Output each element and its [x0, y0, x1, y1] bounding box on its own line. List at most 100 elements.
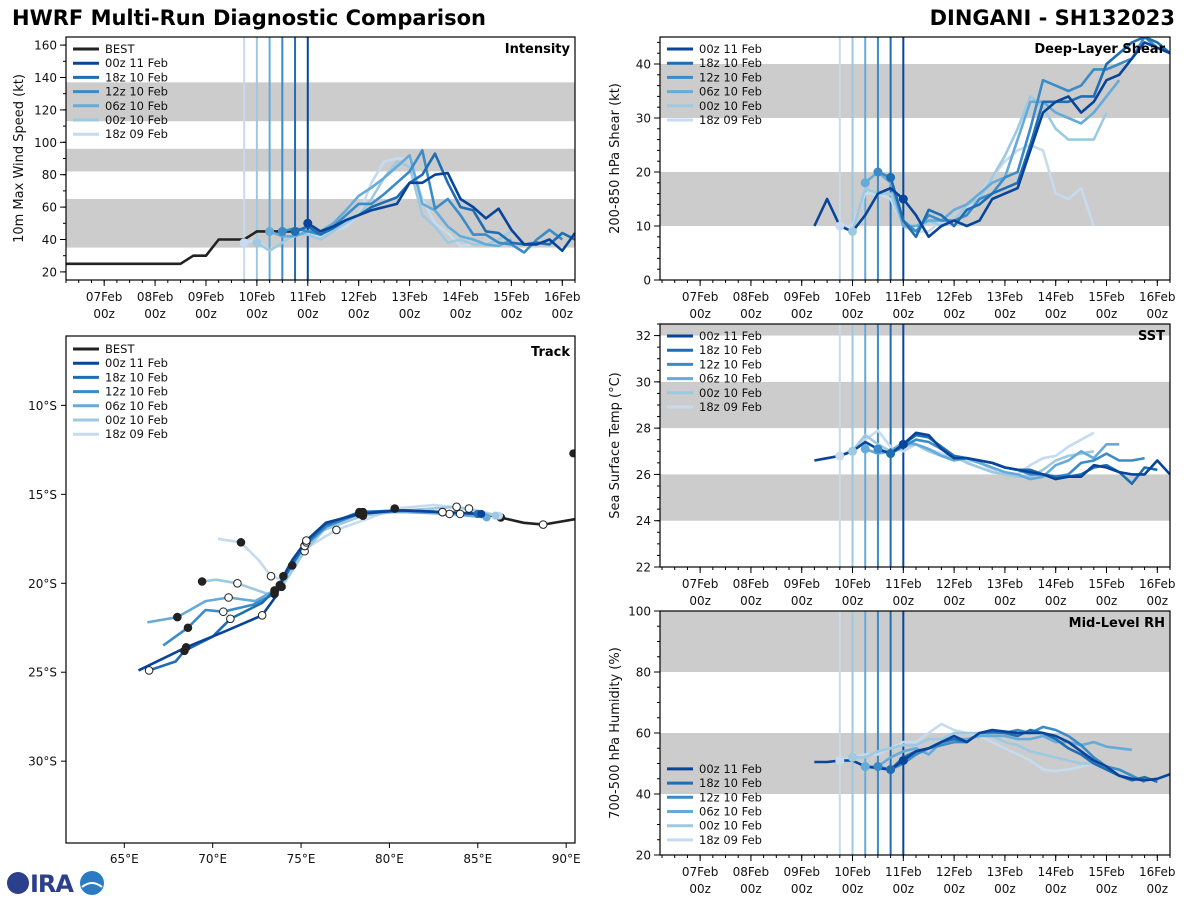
x-tick-label: 15Feb 00z: [1088, 290, 1125, 321]
y-tick-label: 20: [42, 265, 57, 279]
init-marker: [848, 446, 858, 456]
legend-label: 12z 10 Feb: [699, 70, 762, 84]
axes-frame: [659, 36, 1171, 281]
plot-area: [137, 449, 575, 675]
x-tick-label: 07Feb 00z: [682, 865, 719, 896]
init-marker: [835, 221, 845, 231]
track-position-marker: [233, 578, 242, 588]
intensity-panel: 20 40 60 80 100 120 140 160 07Feb 00z 08Feb 00z 09Fe…: [12, 36, 581, 321]
x-tick-label: 14Feb 00z: [1037, 577, 1074, 608]
track-position-marker: [218, 607, 228, 617]
x-tick-label: 12Feb 00z: [936, 577, 973, 608]
init-marker: [277, 226, 287, 236]
threshold-band: [660, 172, 1170, 226]
track-position-marker: [455, 509, 465, 519]
legend-label: 18z 09 Feb: [699, 113, 762, 127]
x-tick-label: 14Feb 00z: [1037, 865, 1074, 896]
legend-label: BEST: [105, 342, 135, 356]
x-tick-label: 07Feb 00z: [86, 290, 123, 321]
cira-logo: IRA: [7, 870, 104, 897]
panel-title: Deep-Layer Shear: [1034, 42, 1165, 57]
panel-title: Intensity: [505, 42, 571, 57]
legend-label: 18z 09 Feb: [699, 400, 762, 414]
x-tick-label: 70°E: [198, 852, 227, 866]
x-tick-label: 09Feb 00z: [783, 865, 820, 896]
track-position-marker: [257, 610, 267, 620]
y-tick-label: 32: [636, 329, 651, 343]
x-tick-label: 11Feb 00z: [290, 290, 327, 321]
y-tick-label: 20: [636, 166, 651, 180]
init-marker: [886, 172, 896, 182]
axes-frame: [65, 335, 576, 844]
svg-text:IRA: IRA: [30, 870, 74, 897]
init-marker: [886, 449, 896, 459]
threshold-band: [660, 474, 1170, 521]
legend-label: 06z 10 Feb: [105, 399, 168, 413]
y-axis-label: 700-500 hPa Humidity (%): [608, 647, 623, 819]
x-tick-label: 10Feb 00z: [834, 865, 871, 896]
y-tick-label: 22: [636, 561, 651, 575]
legend-label: 06z 10 Feb: [699, 372, 762, 386]
legend-label: 06z 10 Feb: [699, 85, 762, 99]
x-tick-label: 08Feb 00z: [137, 290, 174, 321]
track-position-marker: [452, 502, 461, 512]
track-position-marker: [538, 520, 548, 529]
x-tick-label: 13Feb 00z: [987, 290, 1024, 321]
track-position-marker: [464, 504, 474, 513]
x-tick-label: 75°E: [287, 852, 316, 866]
x-tick-label: 16Feb 00z: [1139, 577, 1176, 608]
x-tick-label: 09Feb 00z: [783, 577, 820, 608]
y-tick-label: 15°S: [28, 488, 57, 502]
legend-label: 00z 10 Feb: [105, 413, 168, 427]
legend-label: 06z 10 Feb: [105, 99, 168, 113]
track-position-marker: [236, 538, 246, 547]
series-line-00z-11-feb: [813, 41, 1170, 239]
legend-label: 00z 10 Feb: [699, 99, 762, 113]
init-marker: [873, 762, 883, 772]
x-tick-label: 08Feb 00z: [733, 577, 770, 608]
track-position-marker: [197, 577, 207, 586]
track-init-marker: [477, 509, 486, 518]
x-tick-label: 65°E: [110, 852, 139, 866]
x-tick-label: 09Feb 00z: [783, 290, 820, 321]
panel-title: SST: [1138, 329, 1165, 344]
legend-label: 18z 09 Feb: [105, 427, 168, 441]
legend-label: 18z 10 Feb: [699, 776, 762, 790]
y-tick-label: 40: [636, 788, 651, 802]
x-tick-label: 10Feb 00z: [834, 577, 871, 608]
shear-panel: 0 10 20 30 40 07Feb 00z 08Feb 00z 09Feb 00z 10Feb 00…: [608, 36, 1176, 321]
x-tick-label: 11Feb 00z: [885, 865, 922, 896]
track-position-marker: [173, 612, 182, 622]
init-marker: [886, 765, 896, 775]
series-line-00z-11-feb: [307, 171, 575, 253]
y-tick-label: 60: [636, 727, 651, 741]
series-line-18z-10-feb: [889, 37, 1170, 239]
track-position-marker: [302, 536, 311, 545]
x-tick-label: 12Feb 00z: [936, 290, 973, 321]
plot-area: [660, 37, 1170, 280]
y-tick-label: 40: [42, 233, 57, 247]
x-tick-label: 08Feb 00z: [733, 290, 770, 321]
y-tick-label: 30°S: [28, 755, 57, 769]
y-tick-label: 140: [34, 71, 57, 85]
track-position-marker: [390, 504, 400, 513]
y-axis-label: 10m Max Wind Speed (kt): [12, 74, 27, 243]
legend-label: 00z 10 Feb: [699, 819, 762, 833]
legend-label: 00z 10 Feb: [699, 386, 762, 400]
init-marker: [252, 238, 262, 248]
track-position-marker: [438, 507, 447, 517]
init-marker: [860, 762, 870, 772]
y-tick-label: 30: [636, 112, 651, 126]
x-tick-label: 11Feb 00z: [885, 577, 922, 608]
init-marker: [898, 439, 908, 449]
axes-frame: [659, 323, 1171, 568]
x-tick-label: 13Feb 00z: [987, 865, 1024, 896]
legend-label: 12z 10 Feb: [699, 357, 762, 371]
y-tick-label: 10: [636, 220, 651, 234]
x-tick-label: 16Feb 00z: [544, 290, 581, 321]
y-tick-label: 80: [636, 666, 651, 680]
globe-icon: [7, 872, 29, 894]
track-position-marker: [224, 593, 233, 602]
legend-label: 00z 11 Feb: [105, 56, 168, 70]
